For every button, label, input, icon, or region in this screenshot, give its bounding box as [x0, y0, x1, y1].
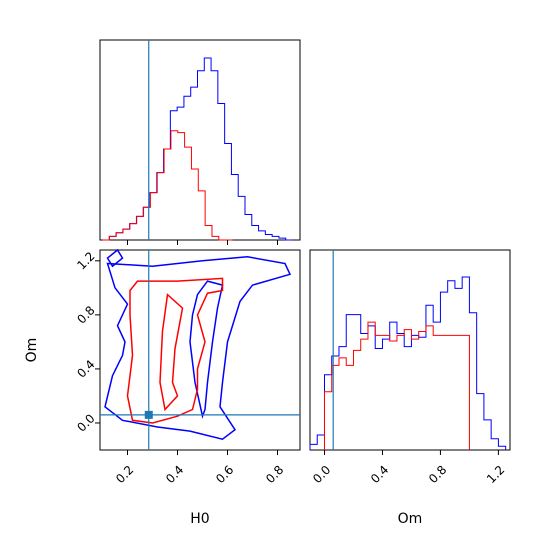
h0-histogram-panel — [99, 39, 301, 245]
om-histogram-run-a — [309, 276, 507, 450]
contour-run-b-1 — [159, 293, 184, 412]
contour-xtick-label-0: 0.2 — [113, 463, 136, 486]
contour-ytick-label-3: 1.2 — [74, 249, 97, 272]
contour-xtick-label-1: 0.4 — [163, 463, 186, 486]
contours-run-a — [104, 248, 292, 441]
h0-histogram-run-a — [102, 57, 293, 241]
contour-y-ticks: 0.0 0.4 0.8 1.2 — [74, 249, 100, 435]
y-axis-label-om: Om — [24, 338, 40, 363]
om-histogram-run-b — [323, 321, 470, 450]
x-axis-label-om: Om — [398, 511, 423, 527]
om-xtick-label-1: 0.4 — [368, 463, 391, 486]
om-histogram-ticks: 0.0 0.4 0.8 1.2 — [310, 450, 507, 486]
h0-histogram-ticks — [127, 240, 278, 245]
h0-histogram-run-b — [102, 130, 233, 241]
contour-frame — [99, 249, 301, 451]
om-xtick-label-0: 0.0 — [310, 463, 333, 486]
contour-run-b-0 — [126, 277, 224, 424]
contour-xtick-label-2: 0.6 — [213, 463, 236, 486]
contour-run-a-2 — [106, 248, 124, 268]
contour-ytick-label-0: 0.0 — [74, 411, 97, 434]
contour-x-ticks: 0.2 0.4 0.6 0.8 — [113, 450, 286, 486]
om-histogram-panel: 0.0 0.4 0.8 1.2 Om — [309, 249, 511, 527]
contours-run-b — [126, 277, 224, 424]
contour-panel: 0.2 0.4 0.6 0.8 0.0 0.4 0.8 1.2 H0 Om — [24, 248, 301, 527]
x-axis-label-h0: H0 — [190, 511, 209, 527]
om-xtick-label-3: 1.2 — [484, 463, 507, 486]
om-xtick-label-2: 0.8 — [426, 463, 449, 486]
truth-marker — [144, 410, 153, 419]
contour-run-a-1 — [189, 280, 224, 419]
contour-ytick-label-2: 0.8 — [74, 303, 97, 326]
om-histogram-frame — [309, 249, 511, 451]
h0-histogram-frame — [99, 39, 301, 241]
contour-run-a-0 — [104, 256, 292, 441]
contour-ytick-label-1: 0.4 — [74, 357, 97, 380]
contour-xtick-label-3: 0.8 — [263, 463, 286, 486]
